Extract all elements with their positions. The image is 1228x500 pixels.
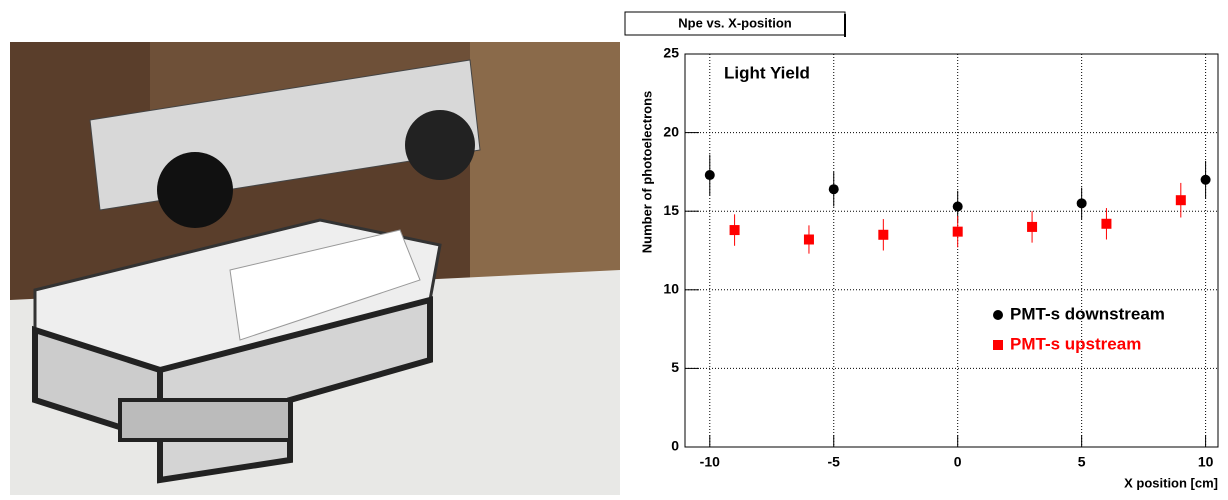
- y-tick-label: 25: [663, 45, 679, 61]
- data-point: [1076, 198, 1087, 209]
- data-point: [1175, 195, 1186, 206]
- annotation: Light Yield: [724, 63, 810, 82]
- data-point: [1101, 218, 1112, 229]
- y-tick-label: 20: [663, 123, 679, 139]
- x-tick-label: 0: [954, 454, 962, 470]
- x-axis-label: X position [cm]: [1124, 475, 1218, 490]
- y-tick-label: 0: [671, 438, 679, 454]
- data-point: [828, 184, 839, 195]
- data-point: [878, 229, 889, 240]
- y-axis-label: Number of photoelectrons: [639, 91, 654, 254]
- y-tick-label: 15: [663, 202, 679, 218]
- x-tick-label: 10: [1198, 454, 1214, 470]
- legend-marker: [993, 310, 1003, 320]
- data-point: [952, 201, 963, 212]
- box-opening: [229, 229, 421, 341]
- x-tick-label: 5: [1078, 454, 1086, 470]
- box-base: [118, 398, 292, 442]
- legend-label: PMT-s upstream: [1010, 334, 1141, 353]
- data-point: [729, 225, 740, 236]
- data-point: [1027, 221, 1038, 232]
- plot-frame: [684, 53, 1219, 448]
- y-tick-label: 10: [663, 281, 679, 297]
- pmt: [157, 152, 233, 228]
- y-tick-label: 5: [671, 359, 679, 375]
- data-point: [803, 234, 814, 245]
- pmt: [405, 110, 475, 180]
- x-tick-label: -5: [828, 454, 841, 470]
- chart: Npe vs. X-position Light Yield X positio…: [624, 11, 1219, 490]
- data-point: [704, 170, 715, 181]
- data-point: [952, 226, 963, 237]
- x-tick-label: -10: [700, 454, 720, 470]
- chart-title: Npe vs. X-position: [678, 15, 791, 30]
- door: [470, 42, 620, 302]
- photo: [10, 42, 620, 495]
- data-point: [1200, 174, 1211, 185]
- legend-marker: [993, 340, 1003, 350]
- legend-label: PMT-s downstream: [1010, 304, 1165, 323]
